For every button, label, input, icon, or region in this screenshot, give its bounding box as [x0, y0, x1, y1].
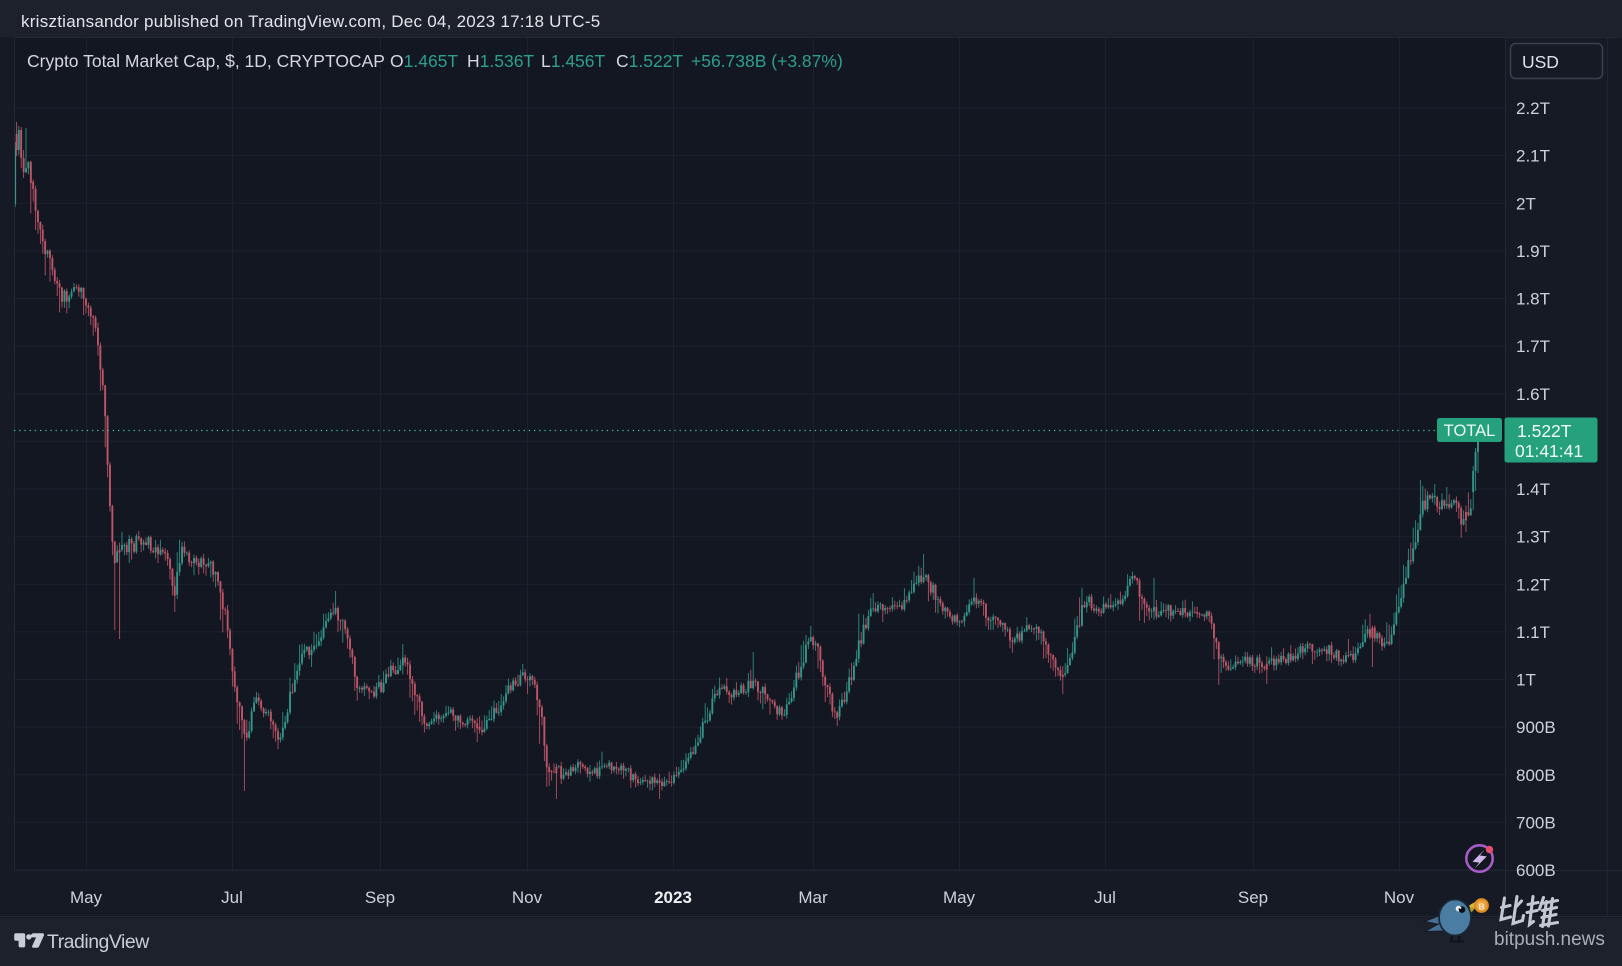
svg-text:+56.738B (+3.87%): +56.738B (+3.87%)	[691, 51, 843, 71]
svg-text:USD: USD	[1522, 52, 1559, 72]
svg-text:1.2T: 1.2T	[1516, 575, 1550, 594]
svg-text:B: B	[1479, 901, 1485, 911]
svg-text:1.4T: 1.4T	[1516, 480, 1550, 499]
svg-text:600B: 600B	[1516, 861, 1556, 880]
svg-text:L1.456T: L1.456T	[541, 51, 606, 71]
svg-text:1.8T: 1.8T	[1516, 290, 1550, 309]
svg-text:May: May	[70, 888, 103, 907]
svg-text:2.2T: 2.2T	[1516, 99, 1550, 118]
svg-text:1.6T: 1.6T	[1516, 385, 1550, 404]
svg-text:Nov: Nov	[512, 888, 543, 907]
svg-text:krisztiansandor published on T: krisztiansandor published on TradingView…	[21, 12, 600, 31]
svg-text:700B: 700B	[1516, 813, 1556, 832]
svg-text:H1.536T: H1.536T	[467, 51, 534, 71]
svg-text:2.1T: 2.1T	[1516, 147, 1550, 166]
svg-text:Jul: Jul	[1094, 888, 1116, 907]
svg-text:C1.522T: C1.522T	[616, 51, 683, 71]
svg-text:2T: 2T	[1516, 194, 1536, 213]
svg-text:Jul: Jul	[221, 888, 243, 907]
svg-text:O1.465T: O1.465T	[390, 51, 458, 71]
svg-text:TOTAL: TOTAL	[1444, 422, 1496, 440]
svg-text:bitpush.news: bitpush.news	[1494, 929, 1605, 950]
svg-text:Nov: Nov	[1384, 888, 1415, 907]
svg-text:Crypto Total Market Cap, $, 1D: Crypto Total Market Cap, $, 1D, CRYPTOCA…	[27, 51, 385, 71]
svg-text:800B: 800B	[1516, 766, 1556, 785]
svg-text:1.3T: 1.3T	[1516, 528, 1550, 547]
svg-text:900B: 900B	[1516, 718, 1556, 737]
svg-text:1.522T: 1.522T	[1517, 421, 1572, 441]
svg-text:1.9T: 1.9T	[1516, 242, 1550, 261]
svg-text:1T: 1T	[1516, 671, 1536, 690]
svg-text:Sep: Sep	[1238, 888, 1268, 907]
svg-text:1.7T: 1.7T	[1516, 337, 1550, 356]
svg-text:2023: 2023	[654, 888, 692, 907]
svg-text:May: May	[943, 888, 976, 907]
svg-text:TradingView: TradingView	[47, 931, 150, 953]
svg-text:Sep: Sep	[365, 888, 395, 907]
svg-text:01:41:41: 01:41:41	[1515, 441, 1583, 461]
svg-text:1.1T: 1.1T	[1516, 623, 1550, 642]
svg-text:Mar: Mar	[798, 888, 828, 907]
